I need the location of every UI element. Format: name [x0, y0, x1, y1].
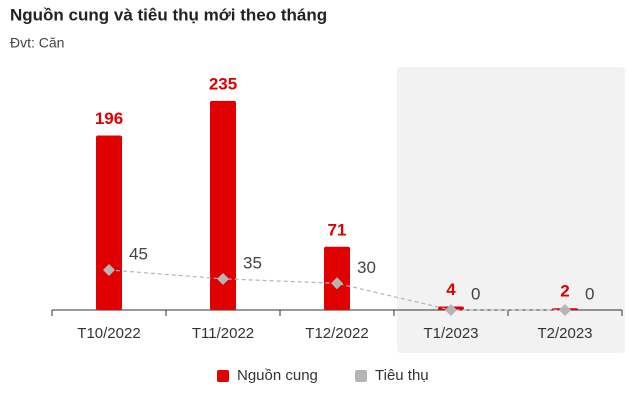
x-tick-label: T11/2022	[192, 325, 254, 342]
line-marker	[445, 304, 457, 316]
line-value-label: 45	[129, 244, 148, 263]
bar-value-label: 196	[95, 109, 123, 128]
legend-label: Nguồn cung	[237, 367, 318, 384]
x-tick-label: T10/2022	[77, 325, 140, 342]
bar	[96, 135, 122, 310]
line-marker	[103, 263, 115, 276]
x-tick-label: T2/2023	[537, 325, 592, 342]
legend-swatch	[217, 370, 229, 382]
bar-value-label: 4	[446, 280, 456, 299]
chart-subtitle: Đvt: Căn	[10, 35, 64, 51]
line-value-label: 30	[357, 258, 376, 277]
line-marker	[217, 272, 229, 285]
line-value-label: 0	[585, 284, 594, 303]
highlight-region	[397, 67, 625, 353]
bar	[210, 100, 236, 310]
line-marker	[559, 304, 571, 316]
legend-swatch	[355, 370, 367, 382]
legend-label: Tiêu thụ	[375, 367, 429, 384]
bar-value-label: 2	[560, 282, 569, 301]
line-value-label: 0	[471, 284, 480, 303]
x-tick-label: T1/2023	[423, 325, 478, 342]
bar-value-label: 235	[209, 74, 237, 93]
line-value-label: 35	[243, 253, 262, 272]
chart-title: Nguồn cung và tiêu thụ mới theo tháng	[10, 5, 327, 24]
x-tick-label: T12/2022	[305, 325, 368, 342]
bar-value-label: 71	[328, 220, 347, 239]
line-marker	[331, 277, 343, 290]
